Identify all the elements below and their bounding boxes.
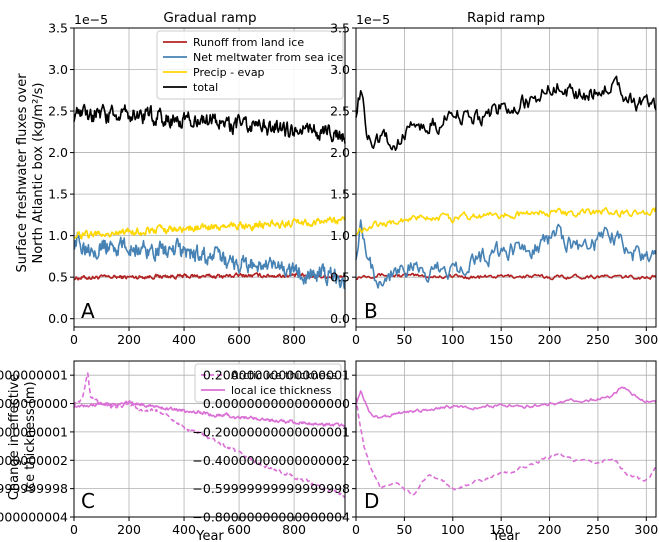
ytick-label-a-1: 0.5	[48, 270, 68, 285]
ylabel-bottom-line1: Change in effective	[7, 374, 22, 500]
ytick-label-c-3: −0.20000000000000001	[0, 424, 68, 439]
ytick-label-c-5: 0.20000000000000001	[0, 368, 68, 383]
xtick-label-b-6: 300	[634, 332, 658, 347]
legend-label-c-1: local ice thickness	[231, 384, 332, 397]
xlabel-d: Year	[491, 529, 520, 542]
ytick-label-c-4: 0.00000000000000000	[0, 396, 68, 411]
xtick-label-a-1: 200	[117, 332, 141, 347]
ytick-label-d-3: −0.20000000000000001	[192, 424, 350, 439]
xtick-label-d-3: 150	[489, 522, 513, 537]
series-line-d-0	[355, 397, 656, 496]
xtick-label-a-2: 400	[172, 332, 196, 347]
series-line-b-0	[355, 272, 657, 281]
ytick-label-b-5: 2.5	[330, 104, 350, 119]
axes-frame-d	[355, 360, 657, 518]
xtick-label-b-2: 100	[441, 332, 465, 347]
legend-label-a-0: Runoff from land ice	[193, 36, 304, 49]
ytick-label-b-6: 3.0	[330, 62, 350, 77]
xtick-label-d-2: 100	[441, 522, 465, 537]
series-line-b-3	[355, 75, 657, 151]
panel-d: −0.80000000000000004 −0.59999999999999998…	[192, 360, 658, 537]
legend-label-a-1: Net meltwater from sea ice	[193, 51, 343, 64]
ylabel-top-line1: Surface freshwater fluxes over	[15, 73, 30, 273]
xtick-label-d-1: 50	[396, 522, 412, 537]
ytick-label-c-1: −0.59999999999999998	[0, 481, 68, 496]
ytick-label-b-2: 1.0	[330, 228, 350, 243]
legend-box-a	[156, 30, 344, 100]
xtick-label-d-6: 300	[634, 522, 658, 537]
ytick-label-a-7: 3.5	[48, 21, 68, 36]
legend-label-c-0: Arctic ice thickness	[231, 369, 337, 382]
ytick-label-a-2: 1.0	[48, 228, 68, 243]
xtick-label-b-4: 200	[538, 332, 562, 347]
panel-c: −0.80000000000000004 −0.59999999999999998…	[0, 360, 346, 537]
series-line-a-1	[73, 232, 346, 290]
offset-label-b: 1e−5	[356, 12, 390, 27]
axes-frame-c	[73, 360, 346, 518]
ytick-label-c-2: −0.40000000000000002	[0, 453, 68, 468]
axes-frame-b	[355, 27, 657, 328]
xtick-label-c-0: 0	[70, 522, 78, 537]
series-line-a-3	[73, 103, 346, 144]
ytick-label-b-1: 0.5	[330, 270, 350, 285]
series-line-a-2	[73, 216, 346, 240]
xtick-label-a-4: 800	[282, 332, 306, 347]
series-line-d-1	[355, 386, 657, 419]
ytick-label-a-4: 2.0	[48, 145, 68, 160]
legend-label-a-2: Precip - evap	[193, 66, 265, 79]
panel-letter-b: B	[364, 299, 378, 323]
xtick-label-b-3: 150	[489, 332, 513, 347]
series-line-c-0	[73, 372, 346, 499]
xtick-label-c-2: 400	[172, 522, 196, 537]
xtick-label-b-1: 50	[396, 332, 412, 347]
ylabel-top-line2: North Atlantic box (kg/m²/s)	[31, 82, 46, 263]
ytick-label-a-5: 2.5	[48, 104, 68, 119]
title-rapid-ramp: Rapid ramp	[467, 10, 545, 26]
legend-box-c	[194, 363, 342, 403]
ytick-label-b-7: 3.5	[330, 21, 350, 36]
ytick-label-a-0: 0.0	[48, 311, 68, 326]
xtick-label-d-0: 0	[352, 522, 360, 537]
xtick-label-b-5: 250	[586, 332, 610, 347]
offset-label-a: 1e−5	[74, 12, 108, 27]
ytick-label-c-0: −0.80000000000000004	[0, 510, 68, 525]
series-line-c-1	[73, 399, 346, 428]
ytick-label-a-3: 1.5	[48, 187, 68, 202]
panel-letter-a: A	[81, 299, 95, 323]
ylabel-bottom-line2: ice thickness (m)	[23, 381, 38, 492]
ytick-label-b-4: 2.0	[330, 145, 350, 160]
ylabel-top: Surface freshwater fluxes over North Atl…	[15, 73, 46, 273]
ytick-label-d-4: 0.00000000000000000	[203, 396, 350, 411]
ytick-label-d-1: −0.59999999999999998	[192, 481, 350, 496]
xtick-label-d-4: 200	[538, 522, 562, 537]
xlabel-c: Year	[195, 529, 224, 542]
ytick-label-b-3: 1.5	[330, 187, 350, 202]
series-line-b-1	[355, 219, 657, 289]
ytick-label-a-6: 3.0	[48, 62, 68, 77]
xtick-label-a-0: 0	[70, 332, 78, 347]
xtick-label-b-0: 0	[352, 332, 360, 347]
title-gradual-ramp: Gradual ramp	[163, 10, 256, 26]
ylabel-bottom: Change in effective ice thickness (m)	[7, 374, 38, 500]
panel-letter-d: D	[364, 489, 379, 513]
xtick-label-c-4: 800	[282, 522, 306, 537]
xtick-label-c-1: 200	[117, 522, 141, 537]
axes-frame-a	[73, 27, 346, 328]
panel-a: 0.0 0.5 1.0 1.5 2.0 2.5 3.0 3.5 0 200 400 600 800 Run…	[48, 21, 346, 347]
panel-b: 0.0 0.5 1.0 1.5 2.0 2.5 3.0 3.5 0 50 100 150 200 250 3…	[330, 21, 658, 348]
xtick-label-c-3: 600	[227, 522, 251, 537]
panel-letter-c: C	[81, 489, 95, 513]
ytick-label-b-0: 0.0	[330, 311, 350, 326]
legend-label-a-3: total	[193, 81, 218, 94]
xtick-label-d-5: 250	[586, 522, 610, 537]
ytick-label-d-5: 0.20000000000000001	[203, 368, 350, 383]
ytick-label-d-2: −0.40000000000000002	[192, 453, 350, 468]
ytick-label-d-0: −0.80000000000000004	[192, 510, 350, 525]
series-line-b-2	[355, 207, 657, 236]
xtick-label-a-3: 600	[227, 332, 251, 347]
